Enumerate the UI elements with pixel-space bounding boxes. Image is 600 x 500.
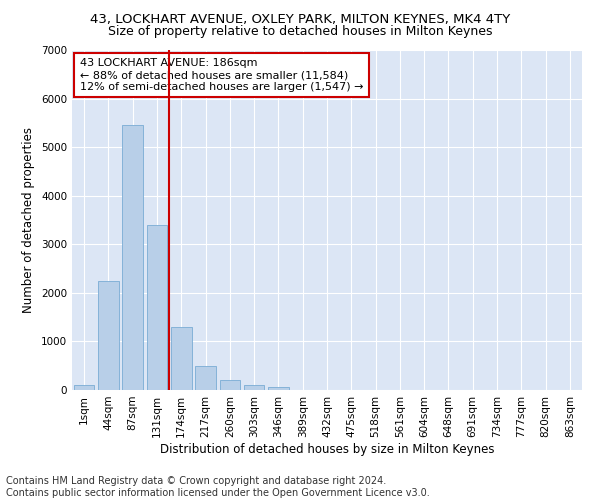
Bar: [146, 225, 167, 390]
Bar: [74, 385, 94, 390]
Bar: [220, 380, 240, 390]
Bar: [244, 385, 265, 390]
Bar: [268, 387, 289, 390]
X-axis label: Distribution of detached houses by size in Milton Keynes: Distribution of detached houses by size …: [160, 442, 494, 456]
Bar: [98, 280, 119, 390]
Bar: [195, 366, 216, 390]
Text: 43, LOCKHART AVENUE, OXLEY PARK, MILTON KEYNES, MK4 4TY: 43, LOCKHART AVENUE, OXLEY PARK, MILTON …: [90, 12, 510, 26]
Bar: [122, 126, 143, 390]
Bar: [171, 327, 191, 390]
Y-axis label: Number of detached properties: Number of detached properties: [22, 127, 35, 313]
Text: 43 LOCKHART AVENUE: 186sqm
← 88% of detached houses are smaller (11,584)
12% of : 43 LOCKHART AVENUE: 186sqm ← 88% of deta…: [80, 58, 363, 92]
Text: Size of property relative to detached houses in Milton Keynes: Size of property relative to detached ho…: [108, 25, 492, 38]
Text: Contains HM Land Registry data © Crown copyright and database right 2024.
Contai: Contains HM Land Registry data © Crown c…: [6, 476, 430, 498]
